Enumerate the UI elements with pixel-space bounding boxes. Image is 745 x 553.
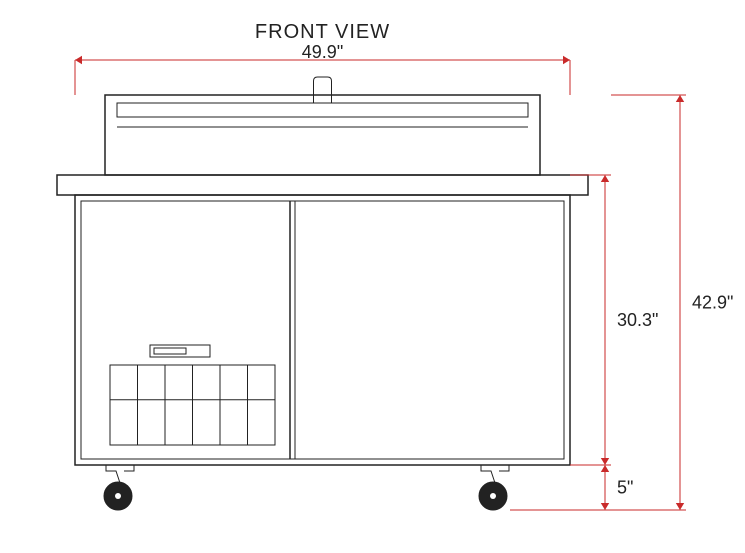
- cabinet-inner-frame: [81, 201, 564, 459]
- body-height-label: 30.3": [617, 310, 658, 330]
- countertop: [57, 175, 588, 195]
- control-panel: [150, 345, 210, 357]
- lid-handle: [314, 77, 332, 103]
- total-height-label: 42.9": [692, 293, 733, 313]
- caster-hub: [490, 493, 496, 499]
- dim-arrow: [601, 175, 609, 182]
- dim-arrow: [601, 458, 609, 465]
- dim-arrow: [676, 95, 684, 102]
- dim-arrow: [75, 56, 82, 64]
- control-panel-display: [154, 348, 186, 354]
- caster-hub: [115, 493, 121, 499]
- prep-well-outer: [105, 95, 540, 175]
- caster-height-label: 5": [617, 478, 633, 498]
- dim-arrow: [601, 503, 609, 510]
- prep-well-lid: [117, 103, 528, 117]
- dim-arrow: [676, 503, 684, 510]
- dim-arrow: [563, 56, 570, 64]
- dim-arrow: [601, 465, 609, 472]
- cabinet-body: [75, 195, 570, 465]
- width-dimension-label: 49.9": [302, 42, 343, 62]
- view-title: FRONT VIEW: [255, 21, 390, 43]
